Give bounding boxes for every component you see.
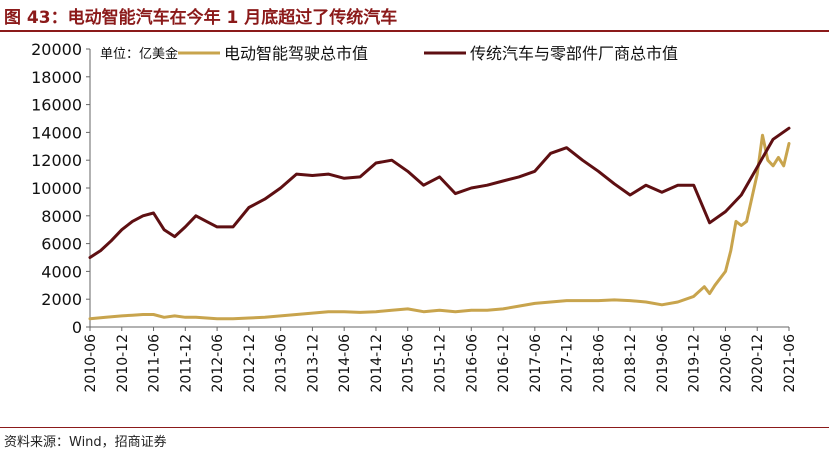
x-tick-label: 2012-06 bbox=[210, 334, 226, 393]
x-tick-label: 2014-12 bbox=[369, 334, 385, 393]
y-tick-label: 8000 bbox=[41, 207, 82, 226]
legend-label: 电动智能驾驶总市值 bbox=[224, 44, 368, 63]
x-tick-label: 2015-12 bbox=[433, 334, 449, 393]
x-tick-label: 2018-06 bbox=[591, 334, 607, 393]
x-tick-label: 2019-06 bbox=[655, 334, 671, 393]
x-tick-label: 2011-12 bbox=[178, 334, 194, 393]
chart-axes: 0 2000 4000 6000 8000 10000 12000 14000 16000 180… bbox=[31, 40, 798, 393]
x-tick-label: 2014-06 bbox=[337, 334, 353, 393]
x-tick-label: 2017-06 bbox=[528, 334, 544, 393]
x-tick-label: 2021-06 bbox=[782, 334, 798, 393]
x-tick-label: 2011-06 bbox=[147, 334, 163, 393]
x-tick-label: 2020-12 bbox=[750, 334, 766, 393]
x-tick-label: 2010-06 bbox=[83, 334, 99, 393]
x-tick-label: 2017-12 bbox=[560, 334, 576, 393]
chart-legend: 电动智能驾驶总市值 传统汽车与零部件厂商总市值 bbox=[178, 44, 678, 63]
series-line-traditional bbox=[88, 126, 791, 259]
y-tick-label: 14000 bbox=[31, 123, 82, 142]
y-tick-label: 6000 bbox=[41, 235, 82, 254]
bottom-rule bbox=[0, 427, 829, 428]
unit-label: 单位：亿美金 bbox=[100, 46, 178, 62]
top-rule bbox=[0, 30, 829, 32]
x-tick-label: 2010-12 bbox=[115, 334, 131, 393]
x-tick-label: 2012-12 bbox=[242, 334, 258, 393]
series-layer bbox=[88, 126, 791, 321]
y-tick-label: 2000 bbox=[41, 290, 82, 309]
x-tick-label: 2020-06 bbox=[718, 334, 734, 393]
series-line-ev bbox=[88, 133, 791, 321]
y-tick-label: 16000 bbox=[31, 96, 82, 115]
y-tick-label: 18000 bbox=[31, 68, 82, 87]
source-note: 资料来源：Wind，招商证券 bbox=[4, 435, 167, 450]
x-tick-label: 2019-12 bbox=[687, 334, 703, 393]
x-tick-label: 2015-06 bbox=[401, 334, 417, 393]
x-tick-label: 2016-06 bbox=[464, 334, 480, 393]
y-tick-label: 20000 bbox=[31, 40, 82, 59]
y-tick-label: 12000 bbox=[31, 151, 82, 170]
y-tick-label: 10000 bbox=[31, 179, 82, 198]
y-tick-label: 4000 bbox=[41, 262, 82, 281]
x-tick-label: 2013-06 bbox=[274, 334, 290, 393]
figure-title: 图 43：电动智能汽车在今年 1 月底超过了传统汽车 bbox=[4, 8, 398, 28]
legend-label: 传统汽车与零部件厂商总市值 bbox=[470, 44, 678, 63]
x-tick-label: 2013-12 bbox=[305, 334, 321, 393]
x-tick-label: 2018-12 bbox=[623, 334, 639, 393]
y-tick-label: 0 bbox=[72, 318, 82, 337]
x-tick-label: 2016-12 bbox=[496, 334, 512, 393]
